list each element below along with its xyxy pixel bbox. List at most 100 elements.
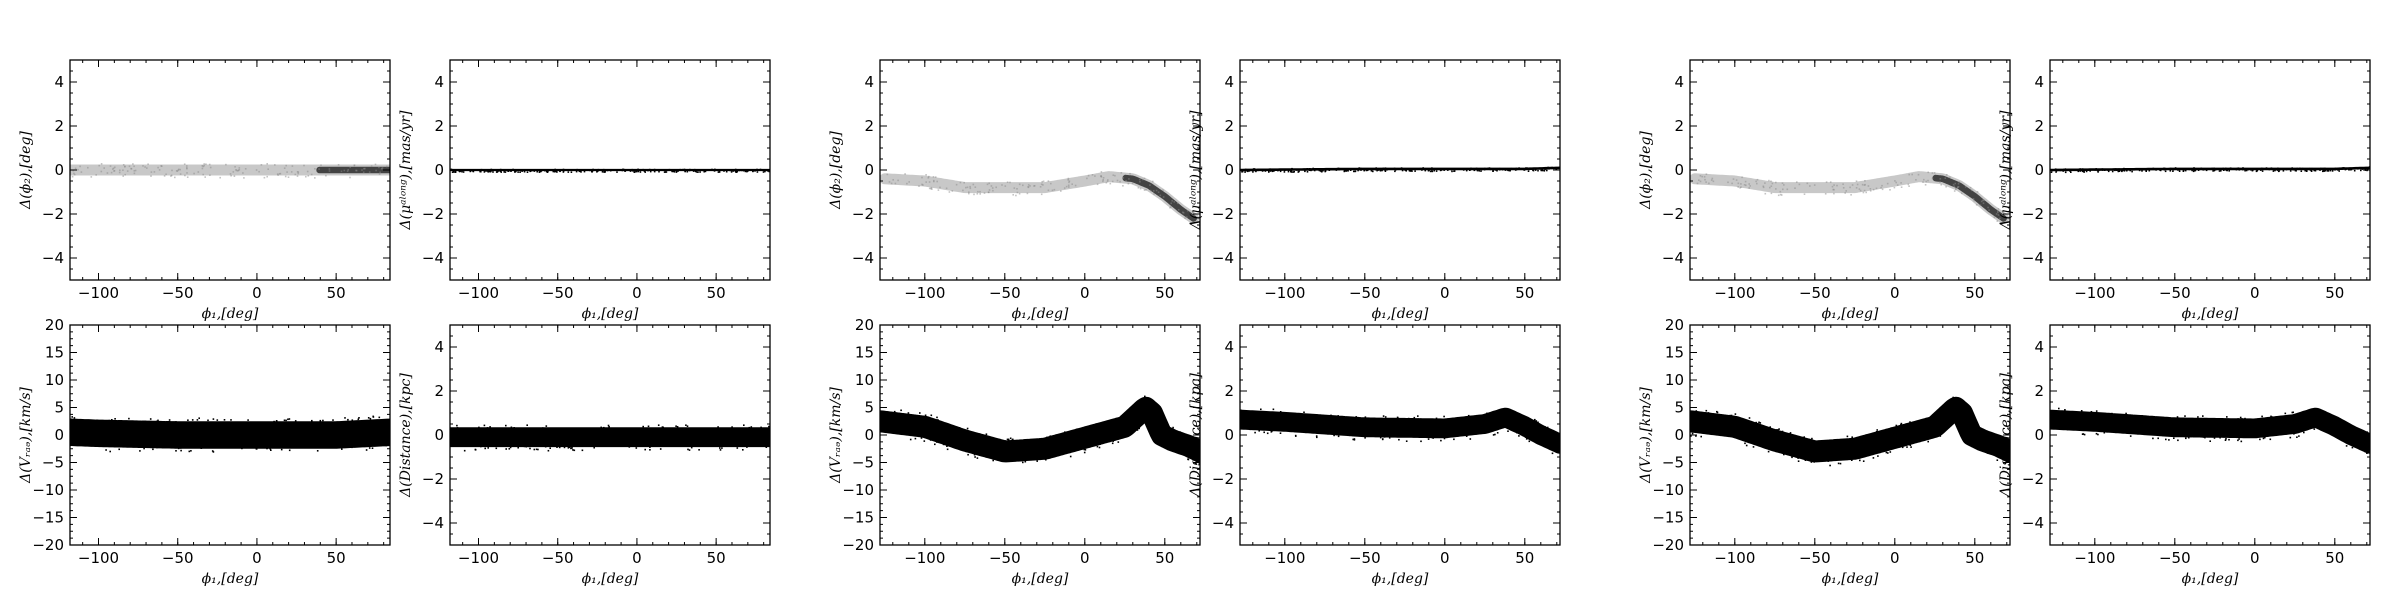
data-point <box>1712 424 1714 426</box>
data-point <box>765 446 768 448</box>
data-point <box>2251 169 2254 172</box>
data-point <box>179 173 182 175</box>
data-point <box>948 191 951 193</box>
data-point <box>2279 168 2281 171</box>
data-point <box>370 165 373 167</box>
data-point <box>718 169 721 172</box>
data-point <box>296 175 299 177</box>
data-point <box>2098 413 2100 416</box>
data-point <box>242 439 244 442</box>
data-point <box>2324 168 2326 171</box>
data-point <box>713 442 715 444</box>
data-point <box>267 439 270 442</box>
data-point <box>1413 416 1416 419</box>
y-tick-label: −10 <box>842 481 874 499</box>
data-point <box>318 434 320 436</box>
data-point <box>724 444 726 446</box>
data-point <box>504 430 507 433</box>
data-point <box>1377 169 1380 171</box>
data-point <box>551 169 554 172</box>
data-point <box>2351 446 2354 449</box>
data-point <box>1747 429 1750 432</box>
data-point <box>122 169 124 171</box>
data-point <box>2159 418 2161 420</box>
data-point <box>976 193 979 195</box>
data-point <box>1152 421 1154 423</box>
data-point <box>1851 184 1854 186</box>
data-point <box>381 441 383 444</box>
data-point <box>661 426 664 428</box>
data-point <box>1117 441 1120 443</box>
data-point <box>196 419 199 421</box>
data-point <box>1138 178 1141 181</box>
data-point <box>2308 420 2310 423</box>
data-point <box>262 422 265 425</box>
data-point <box>1276 427 1279 430</box>
data-point <box>1839 445 1842 447</box>
data-point <box>322 419 324 422</box>
data-point <box>291 424 294 427</box>
data-point <box>2292 168 2295 171</box>
data-point <box>1104 434 1106 436</box>
data-point <box>2270 167 2273 169</box>
data-point <box>1710 429 1712 432</box>
data-point <box>306 440 308 443</box>
data-point <box>1046 436 1048 439</box>
data-point <box>2309 169 2312 171</box>
data-point <box>473 442 475 445</box>
data-point <box>1312 167 1314 170</box>
data-point <box>1982 199 1984 202</box>
data-point <box>1284 417 1286 419</box>
data-point <box>585 430 587 432</box>
data-point <box>1387 431 1390 433</box>
data-point <box>638 429 641 432</box>
data-point <box>1268 171 1270 173</box>
data-point <box>1738 428 1740 430</box>
data-point <box>200 441 202 444</box>
data-point <box>263 443 266 446</box>
data-point <box>1868 440 1871 443</box>
y-tick-label: −15 <box>1652 509 1684 527</box>
data-point <box>672 430 674 432</box>
data-point <box>914 437 917 440</box>
data-point <box>1947 417 1950 419</box>
data-band <box>1690 171 2010 226</box>
data-point <box>2152 432 2154 435</box>
data-point <box>461 169 463 171</box>
data-point <box>1530 423 1533 426</box>
data-point <box>1335 169 1338 171</box>
data-point <box>765 437 768 440</box>
data-point <box>186 167 188 170</box>
data-point <box>314 177 316 179</box>
data-point <box>1111 431 1114 434</box>
data-point <box>1969 436 1972 438</box>
data-point <box>1074 184 1077 187</box>
data-point <box>521 170 524 172</box>
data-point <box>457 433 459 435</box>
data-point <box>1139 411 1142 414</box>
data-point <box>1874 442 1876 445</box>
data-point <box>1518 435 1520 437</box>
data-point <box>1495 421 1497 423</box>
data-point <box>2117 168 2119 171</box>
data-point <box>1837 462 1840 465</box>
data-point <box>198 417 200 419</box>
data-point <box>291 165 294 167</box>
data-point <box>1155 431 1158 434</box>
data-point <box>687 448 689 451</box>
data-point <box>1060 190 1062 192</box>
data-point <box>1047 189 1050 192</box>
data-point <box>1696 414 1698 416</box>
data-point <box>1520 433 1522 436</box>
data-point <box>499 170 502 172</box>
data-point <box>1973 431 1975 433</box>
data-point <box>328 168 331 170</box>
data-point <box>1705 417 1708 420</box>
data-point <box>1340 432 1342 434</box>
data-point <box>1001 184 1003 186</box>
data-point <box>237 170 239 172</box>
data-point <box>185 435 188 438</box>
data-point <box>2097 171 2099 173</box>
data-point <box>1853 454 1855 456</box>
